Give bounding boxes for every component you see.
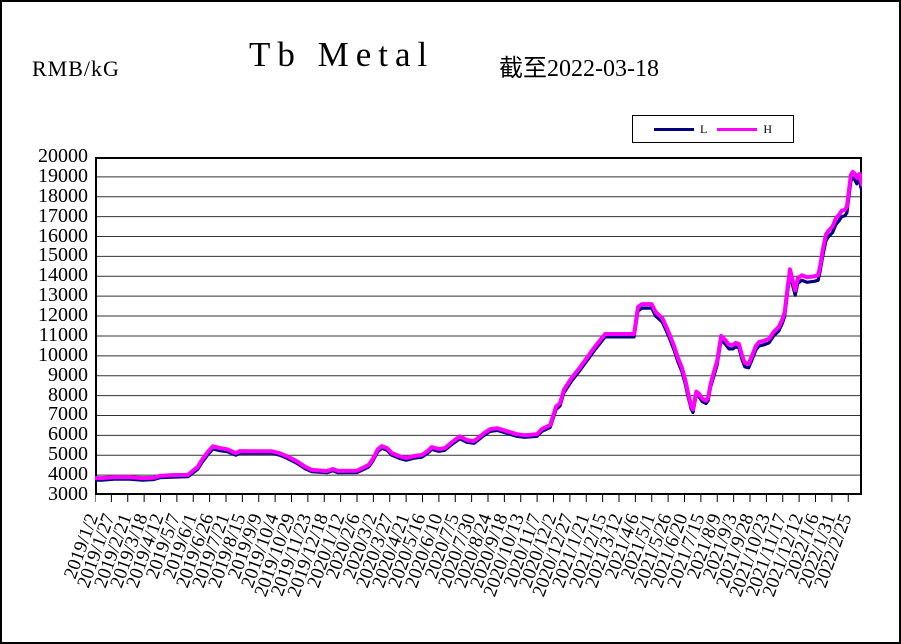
price-line-plot [95, 157, 862, 502]
y-tick-label: 18000 [38, 184, 88, 207]
legend-item-H: H [717, 122, 772, 137]
legend-label-L: L [699, 121, 708, 136]
y-tick-label: 4000 [48, 463, 88, 486]
y-tick-label: 11000 [38, 323, 88, 346]
x-tick-label-wrap: 2022/2/25 [608, 503, 857, 591]
y-tick-label: 7000 [48, 403, 88, 426]
y-tick-label: 12000 [38, 304, 88, 327]
legend-line-swatch-H [717, 127, 758, 131]
series-line-H [95, 169, 862, 481]
y-tick-label: 13000 [38, 284, 88, 307]
chart-title: Tb Metal [249, 35, 435, 74]
y-tick-label: 19000 [38, 164, 88, 187]
y-tick-label: 5000 [48, 443, 88, 466]
y-tick-label: 15000 [38, 244, 88, 267]
y-tick-label: 3000 [48, 483, 88, 505]
legend-item-L: L [653, 121, 708, 137]
legend-label-H: H [763, 121, 772, 136]
as-of-date-label: 截至2022-03-18 [499, 56, 659, 82]
y-axis-unit-label: RMB/kG [32, 56, 120, 81]
y-tick-label: 6000 [48, 423, 88, 446]
series-line-L [95, 176, 862, 482]
y-tick-label: 16000 [38, 224, 88, 247]
plot-border [95, 157, 862, 495]
y-tick-label: 14000 [38, 264, 88, 287]
legend-line-swatch-L [653, 127, 694, 131]
y-tick-label: 9000 [48, 363, 88, 386]
y-tick-label: 8000 [48, 383, 88, 406]
y-tick-label: 20000 [38, 145, 88, 167]
y-tick-label: 10000 [38, 343, 88, 366]
y-tick-label: 17000 [38, 204, 88, 227]
